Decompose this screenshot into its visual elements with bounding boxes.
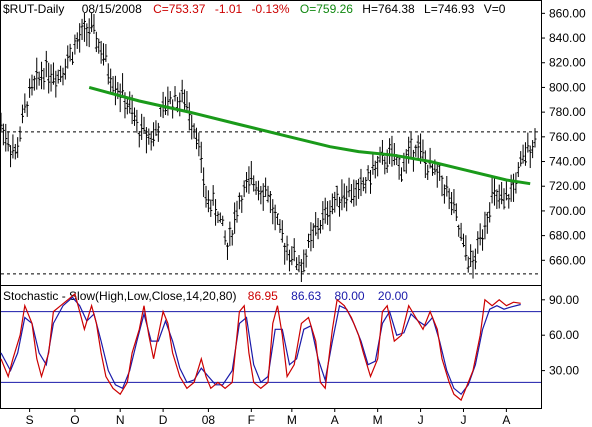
x-tick-label: 08 (202, 413, 216, 427)
stochastic-k-line (0, 292, 521, 402)
price-panel (0, 0, 542, 286)
x-tick-label: F (248, 413, 255, 427)
low-value: L=746.93 (424, 2, 475, 16)
volume-value: V=0 (484, 2, 506, 16)
close-value: C=753.37 (153, 2, 206, 16)
price-y-tick-label: 860.00 (549, 6, 586, 20)
price-candles (0, 12, 537, 283)
price-y-tick-label: 740.00 (549, 155, 586, 169)
stochastic-d-value: 86.63 (291, 289, 321, 303)
stochastic-y-tick-label: 30.00 (549, 364, 579, 378)
x-tick-label: M (287, 413, 297, 427)
price-y-tick-label: 800.00 (549, 80, 586, 94)
x-tick-label: M (373, 413, 383, 427)
price-y-axis: 660.00 680.00 700.00 720.00 740.00 760.00 780.… (549, 6, 586, 267)
high-value: H=764.38 (362, 2, 415, 16)
x-tick-label: J (418, 413, 424, 427)
price-y-tick-label: 700.00 (549, 204, 586, 218)
stochastic-header: Stochastic - Slow(High,Low,Close,14,20,8… (3, 289, 408, 303)
x-tick-label: J (460, 413, 466, 427)
open-value: O=759.26 (300, 2, 353, 16)
price-y-tick-label: 820.00 (549, 56, 586, 70)
stochastic-upper-level: 80.00 (335, 289, 365, 303)
change-value: -1.01 (215, 2, 243, 16)
price-y-tick-label: 660.00 (549, 253, 586, 267)
change-pct: -0.13% (252, 2, 290, 16)
price-y-tick-label: 780.00 (549, 105, 586, 119)
x-tick-label: A (331, 413, 339, 427)
price-y-tick-label: 760.00 (549, 130, 586, 144)
stochastic-title: Stochastic - Slow(High,Low,Close,14,20,8… (3, 289, 236, 303)
symbol-label: $RUT-Daily (3, 2, 64, 16)
x-axis: S O N D 08 F M A M J J A (26, 408, 510, 427)
date-label: 08/15/2008 (82, 2, 142, 16)
moving-average-line (88, 85, 531, 186)
price-y-tick-label: 680.00 (549, 229, 586, 243)
x-tick-label: O (70, 413, 79, 427)
x-tick-label: N (116, 413, 125, 427)
x-tick-label: A (502, 413, 510, 427)
x-tick-label: D (159, 413, 168, 427)
price-y-grid (541, 12, 545, 261)
price-y-tick-label: 840.00 (549, 31, 586, 45)
stochastic-y-tick-label: 60.00 (549, 328, 579, 342)
stochastic-k-value: 86.95 (248, 289, 278, 303)
stochastic-y-axis: 30.00 60.00 90.00 (541, 293, 579, 378)
stochastic-lower-level: 20.00 (378, 289, 408, 303)
stochastic-y-tick-label: 90.00 (549, 293, 579, 307)
x-tick-label: S (26, 413, 34, 427)
price-y-tick-label: 720.00 (549, 179, 586, 193)
header-line: $RUT-Daily 08/15/2008 C=753.37 -1.01 -0.… (3, 2, 506, 16)
